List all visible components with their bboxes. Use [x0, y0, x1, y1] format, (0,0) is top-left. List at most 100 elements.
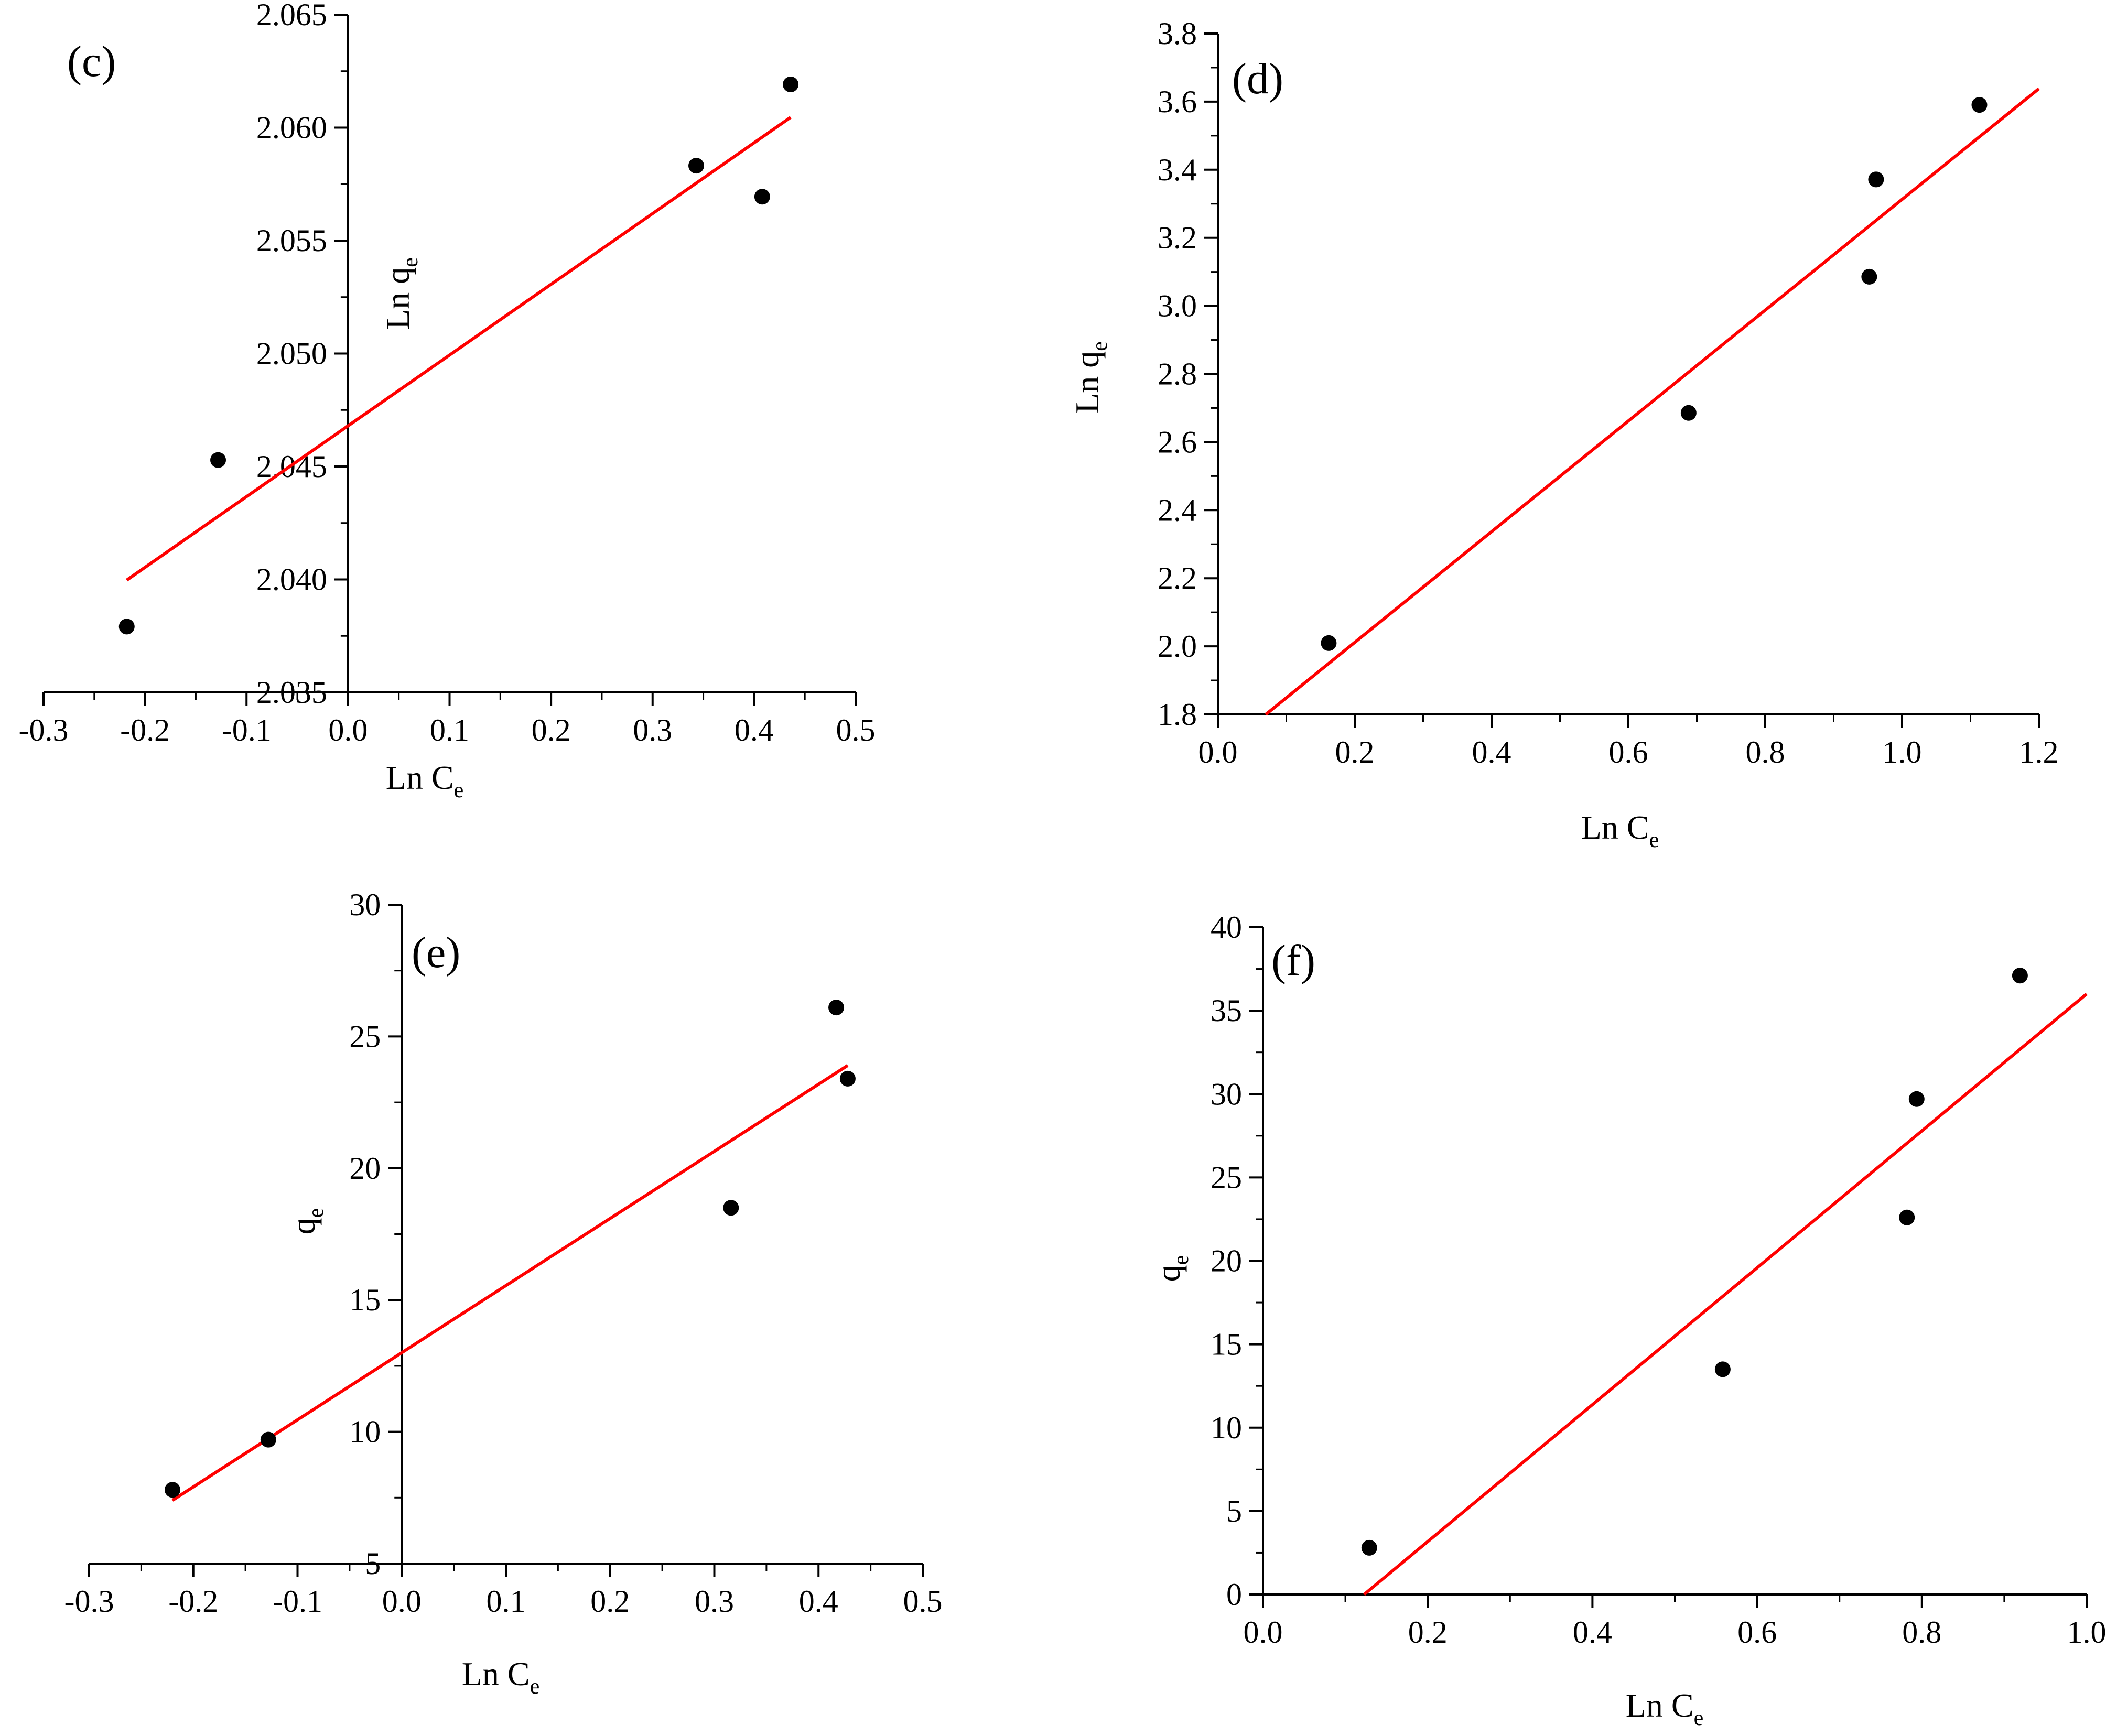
data-point: [839, 1070, 856, 1087]
y-tick-label: 5: [1226, 1494, 1242, 1528]
x-tick-label: 0.0: [1244, 1615, 1283, 1650]
panel-label: (c): [67, 37, 116, 86]
y-tick-label: 1.8: [1158, 697, 1197, 732]
x-axis-title: Ln Ce: [1626, 1687, 1703, 1730]
data-point: [1321, 635, 1337, 651]
x-tick-label: 0.5: [903, 1584, 943, 1619]
x-tick-label: -0.3: [64, 1584, 114, 1619]
x-tick-label: 0.6: [1609, 735, 1648, 769]
x-tick-label: 0.2: [1335, 735, 1375, 769]
x-axis-title-subscript: e: [530, 1675, 540, 1699]
x-axis-title-subscript: e: [1694, 1706, 1704, 1730]
data-point: [1361, 1539, 1377, 1556]
y-tick-label: 3.4: [1158, 153, 1197, 187]
y-tick-label: 3.2: [1158, 221, 1197, 255]
y-axis-title-main: q: [1150, 1265, 1187, 1282]
x-tick-label: -0.3: [19, 713, 69, 747]
linear-fit-line: [171, 1064, 849, 1502]
y-tick-label: 15: [349, 1283, 381, 1317]
data-point: [688, 158, 705, 174]
data-point: [783, 76, 799, 92]
y-tick-label: 2.055: [256, 223, 327, 258]
data-point: [2012, 968, 2028, 984]
data-point: [828, 1000, 845, 1016]
panel-e: -0.3 -0.2 -0.1 0.0 0.1 0.2 0.3 0.4 0.5 5 10 15 20 25 3…: [64, 887, 943, 1699]
data-point: [723, 1200, 739, 1216]
data-point: [165, 1482, 180, 1498]
x-axis-title: Ln Ce: [1581, 809, 1659, 852]
x-tick-label: -0.1: [222, 713, 272, 747]
y-axis-title-subscript: e: [1088, 341, 1112, 351]
y-axis-title-subscript: e: [398, 257, 423, 267]
x-tick-label: 1.0: [2067, 1615, 2106, 1650]
y-tick-label: 2.040: [256, 562, 327, 597]
x-axis-title-subscript: e: [454, 778, 464, 802]
data-point: [210, 452, 226, 468]
x-tick-label: 0.0: [382, 1584, 422, 1619]
y-tick-label: 2.4: [1158, 493, 1197, 527]
x-tick-label: 1.0: [1883, 735, 1922, 769]
x-axis-title-main: Ln C: [1581, 809, 1649, 846]
data-point: [118, 619, 135, 635]
x-tick-label: 0.1: [487, 1584, 526, 1619]
y-tick-label: 15: [1211, 1327, 1242, 1362]
data-point: [1861, 268, 1877, 285]
panel-c: -0.3 -0.2 -0.1 0.0 0.1 0.2 0.3 0.4 0.5 2.035 2.040…: [19, 0, 876, 802]
y-tick-label: 3.6: [1158, 84, 1197, 119]
x-tick-label: 0.4: [735, 713, 774, 747]
x-tick-label: -0.2: [168, 1584, 218, 1619]
panel-label: (d): [1232, 55, 1283, 103]
x-tick-label: 0.8: [1746, 735, 1785, 769]
data-point: [1908, 1091, 1925, 1107]
y-axis-title: Ln qe: [1068, 341, 1112, 414]
x-tick-label: -0.2: [120, 713, 170, 747]
panel-f: 0.0 0.2 0.4 0.6 0.8 1.0 0 5 10 15 20 25 30 35 40 (f) Ln …: [1150, 910, 2106, 1730]
x-axis-title-main: Ln C: [1626, 1687, 1694, 1724]
x-tick-label: 0.4: [1573, 1615, 1612, 1650]
x-axis-title-main: Ln C: [386, 759, 454, 796]
y-tick-label: 40: [1211, 910, 1242, 945]
y-tick-label: 5: [365, 1546, 381, 1581]
data-point: [1899, 1209, 1915, 1225]
y-tick-label: 2.050: [256, 337, 327, 371]
y-tick-label: 2.2: [1158, 561, 1197, 595]
x-tick-label: 0.1: [430, 713, 469, 747]
y-tick-label: 25: [1211, 1160, 1242, 1195]
x-axis-title: Ln Ce: [386, 759, 463, 802]
x-tick-label: 0.3: [633, 713, 672, 747]
data-point: [260, 1431, 276, 1448]
panel-label: (f): [1271, 936, 1315, 985]
x-tick-label: 0.0: [1198, 735, 1238, 769]
data-point: [1714, 1361, 1731, 1377]
linear-fit-line: [1363, 992, 2088, 1596]
x-tick-label: 0.2: [532, 713, 571, 747]
y-axis-title: qe: [285, 1208, 328, 1235]
data-point: [754, 189, 770, 205]
x-tick-label: 0.4: [799, 1584, 838, 1619]
y-tick-label: 2.6: [1158, 425, 1197, 459]
data-point: [1868, 171, 1884, 188]
x-axis-title-main: Ln C: [462, 1655, 530, 1692]
y-axis-title: qe: [1150, 1255, 1193, 1282]
y-tick-label: 2.8: [1158, 357, 1197, 392]
x-axis-title-subscript: e: [1649, 828, 1659, 852]
x-axis-title: Ln Ce: [462, 1655, 539, 1699]
y-tick-label: 20: [1211, 1244, 1242, 1278]
x-tick-label: 0.8: [1902, 1615, 1941, 1650]
y-tick-label: 2.0: [1158, 629, 1197, 664]
y-axis-title-subscript: e: [304, 1208, 328, 1218]
y-axis-title-main: Ln q: [1068, 351, 1106, 414]
panel-label: (e): [412, 928, 460, 977]
y-tick-label: 30: [1211, 1077, 1242, 1111]
y-tick-label: 2.035: [256, 675, 327, 710]
y-tick-label: 25: [349, 1019, 381, 1054]
y-tick-label: 3.0: [1158, 289, 1197, 323]
x-tick-label: 0.0: [328, 713, 368, 747]
y-tick-label: 35: [1211, 993, 1242, 1028]
y-tick-label: 0: [1226, 1577, 1242, 1612]
x-tick-label: 0.5: [836, 713, 876, 747]
y-tick-label: 2.060: [256, 111, 327, 145]
x-tick-label: 0.2: [590, 1584, 630, 1619]
x-tick-label: 0.4: [1472, 735, 1511, 769]
linear-fit-line: [126, 116, 792, 582]
